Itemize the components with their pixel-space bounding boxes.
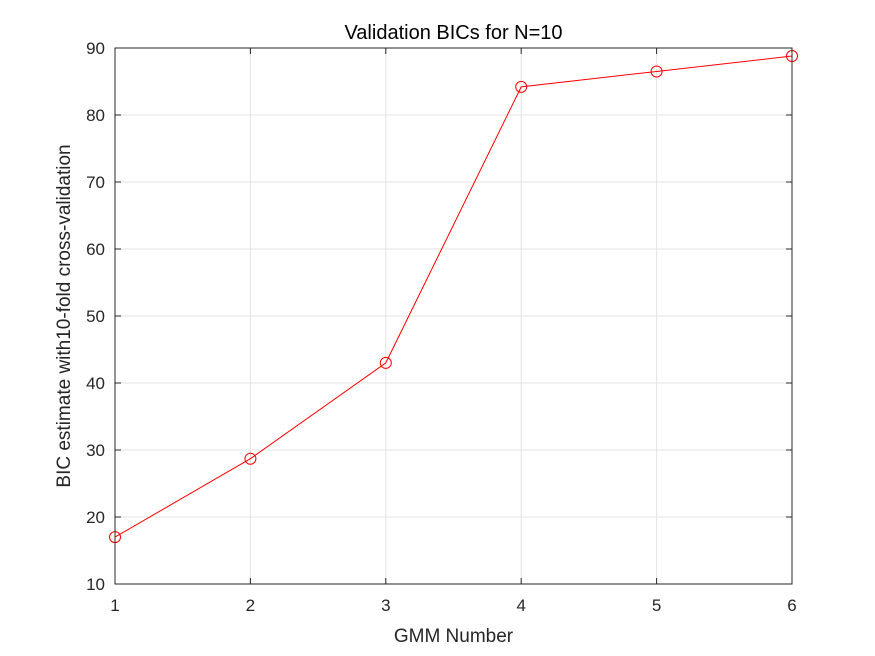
y-tick-label: 10	[86, 575, 105, 594]
y-tick-label: 20	[86, 508, 105, 527]
y-tick-label: 90	[86, 39, 105, 58]
data-point-marker	[379, 356, 392, 369]
data-point-marker	[515, 80, 528, 93]
y-axis-label: BIC estimate with10-fold cross-validatio…	[54, 144, 75, 487]
y-tick-label: 50	[86, 307, 105, 326]
data-point-marker	[244, 452, 257, 465]
series-line	[114, 55, 793, 538]
x-tick-label: 6	[787, 596, 796, 615]
data-point-marker	[650, 65, 663, 78]
x-tick-label: 2	[246, 596, 255, 615]
chart-title: Validation BICs for N=10	[344, 22, 562, 44]
y-tick-label: 70	[86, 173, 105, 192]
y-tick-label: 60	[86, 240, 105, 259]
y-tick-label: 40	[86, 374, 105, 393]
x-tick-label: 3	[381, 596, 390, 615]
y-tick-label: 80	[86, 106, 105, 125]
x-tick-label: 5	[652, 596, 661, 615]
x-tick-label: 1	[110, 596, 119, 615]
ticks: 1 2 3 4 5 6 10 20 30 40 50 60 70 80 90	[86, 39, 797, 615]
x-tick-label: 4	[516, 596, 525, 615]
x-axis-label: GMM Number	[394, 626, 514, 647]
y-tick-label: 30	[86, 441, 105, 460]
